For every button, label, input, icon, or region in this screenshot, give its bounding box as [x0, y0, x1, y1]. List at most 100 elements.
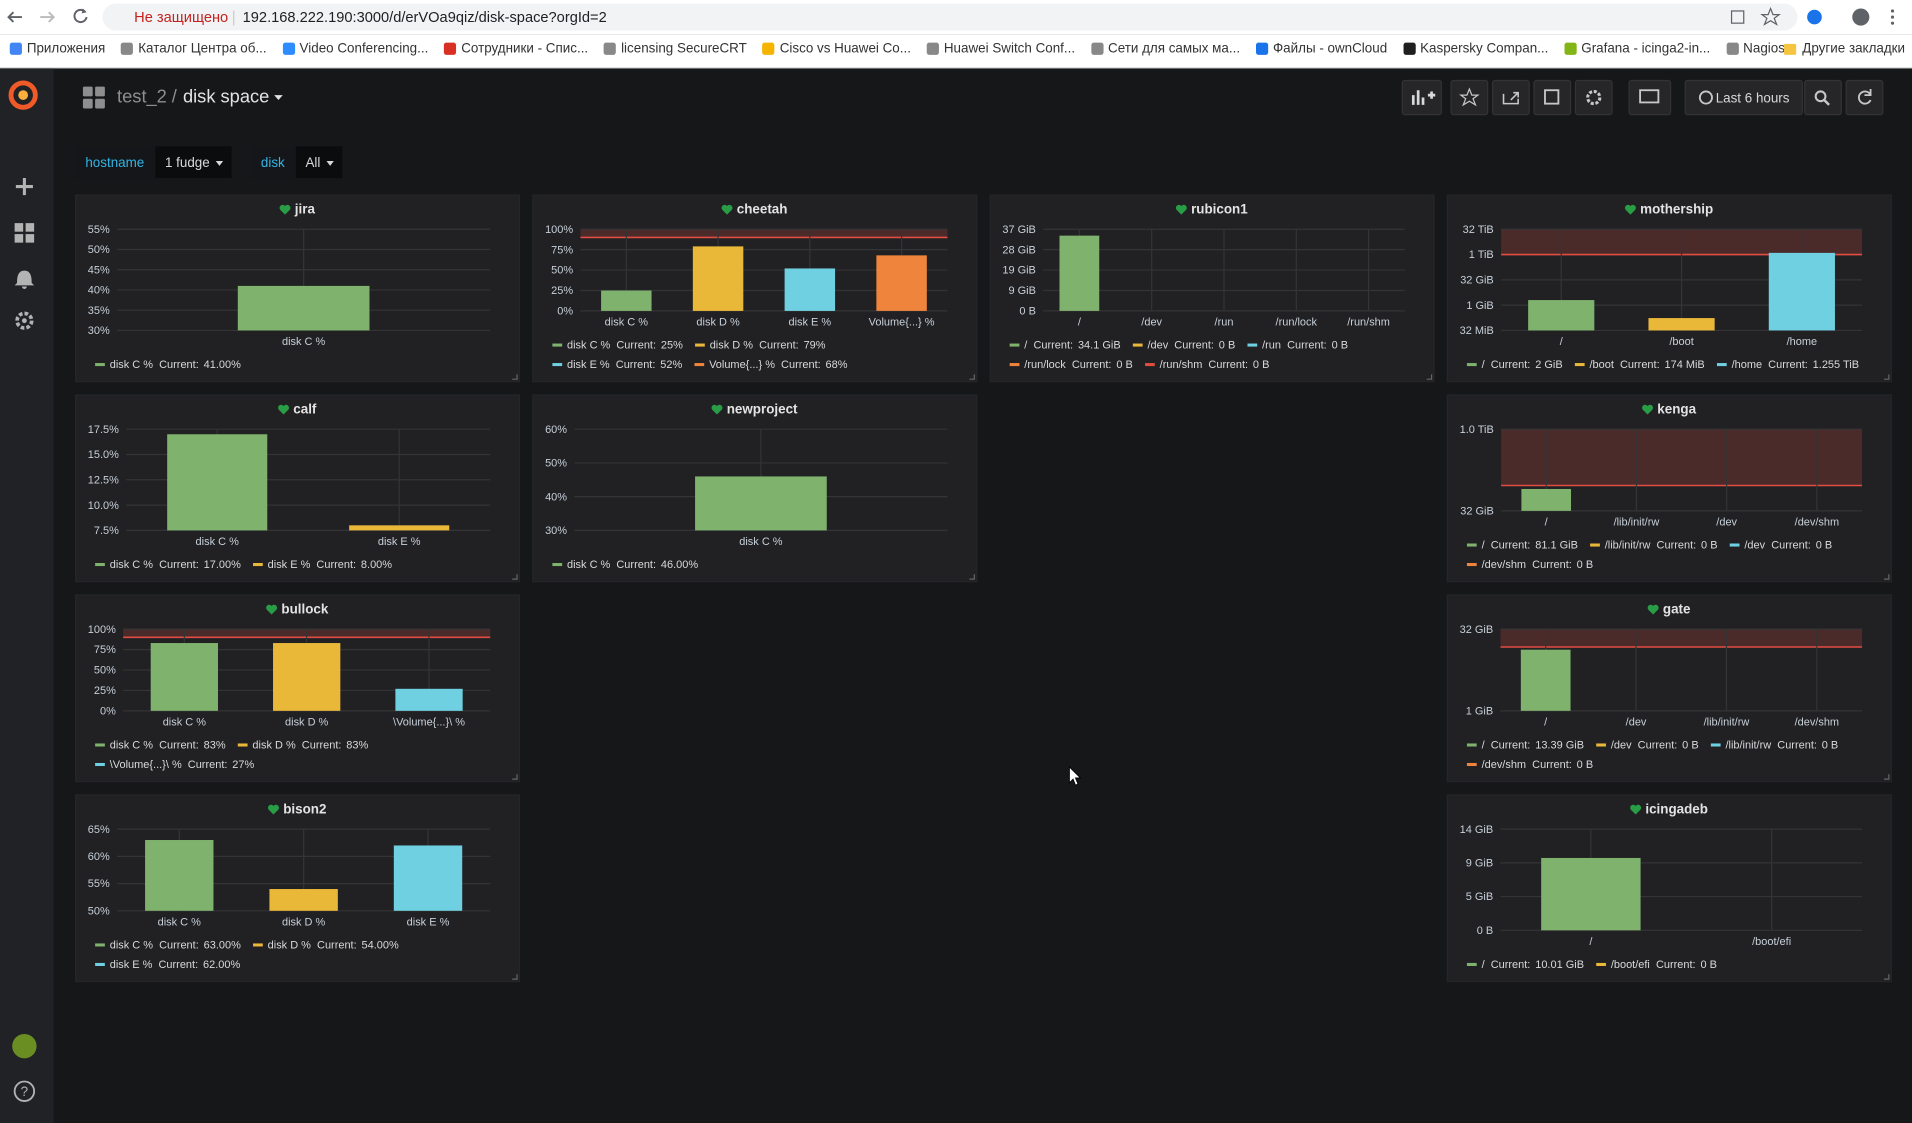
save-icon[interactable]	[1544, 89, 1560, 105]
legend-item[interactable]: /run/shm Current: 0 B	[1145, 359, 1269, 371]
y-tick-label: 19 GiB	[1002, 265, 1036, 277]
help-label[interactable]: ?	[21, 1084, 28, 1099]
share-icon[interactable]	[1502, 91, 1519, 105]
legend-item[interactable]: disk C % Current: 41.00%	[95, 359, 241, 371]
legend-item[interactable]: / Current: 10.01 GiB	[1466, 959, 1584, 971]
toolbar-button[interactable]	[1574, 79, 1613, 116]
dashboards-icon[interactable]	[14, 234, 24, 243]
tv-icon[interactable]	[1639, 89, 1660, 104]
legend-item[interactable]: disk D % Current: 54.00%	[253, 940, 399, 952]
avatar[interactable]	[12, 1033, 37, 1059]
panel-title[interactable]: mothership	[1640, 201, 1713, 216]
add-icon[interactable]	[15, 178, 33, 196]
toolbar-button[interactable]	[1628, 79, 1672, 116]
alert-icon[interactable]	[14, 270, 35, 289]
time-range[interactable]: Last 6 hours	[1716, 90, 1790, 105]
toolbar-button[interactable]	[1845, 79, 1884, 116]
bookmark-label: Каталог Центра об...	[138, 41, 267, 57]
browser-icons[interactable]	[1727, 0, 1898, 34]
panel-title[interactable]: gate	[1663, 601, 1691, 616]
legend-item[interactable]: disk D % Current: 83%	[237, 740, 369, 752]
legend-value: 68%	[826, 359, 848, 371]
panel-title[interactable]: jira	[294, 201, 316, 216]
legend-item[interactable]: disk E % Current: 8.00%	[253, 559, 392, 571]
panel-title[interactable]: kenga	[1657, 401, 1696, 416]
legend-item[interactable]: /dev Current: 0 B	[1729, 540, 1832, 552]
config-icon-hub[interactable]	[21, 318, 27, 324]
dashboards-icon[interactable]	[14, 223, 24, 232]
bookmark[interactable]: Cisco vs Huawei Co...	[762, 41, 911, 56]
toolbar-button[interactable]	[1684, 79, 1803, 116]
bookmark[interactable]: Grafana - icinga2-in...	[1564, 41, 1710, 56]
legend-item[interactable]: /boot/efi Current: 0 B	[1596, 959, 1717, 971]
other-bookmarks[interactable]: Другие закладки	[1783, 41, 1905, 56]
legend-item[interactable]: / Current: 2 GiB	[1466, 359, 1563, 371]
legend-item[interactable]: /dev Current: 0 B	[1596, 740, 1699, 752]
legend-item[interactable]: disk C % Current: 83%	[95, 740, 226, 752]
legend-name: /	[1482, 959, 1486, 971]
bookmark[interactable]: Файлы - ownCloud	[1255, 41, 1387, 56]
star-icon[interactable]	[1459, 87, 1480, 107]
legend-item[interactable]: Volume{...} % Current: 68%	[694, 359, 848, 371]
bookmark[interactable]: Сети для самых ма...	[1090, 41, 1240, 56]
panel-title[interactable]: bison2	[283, 801, 326, 816]
dashboard-title[interactable]: disk space	[183, 85, 269, 106]
panel-title[interactable]: rubicon1	[1191, 201, 1248, 216]
toolbar-button[interactable]	[1804, 79, 1842, 116]
toolbar-button[interactable]	[1450, 79, 1489, 116]
bookmark[interactable]: Nagios	[1726, 41, 1785, 56]
variable-value-box[interactable]	[295, 146, 343, 179]
legend-item[interactable]: / Current: 34.1 GiB	[1009, 340, 1121, 352]
bookmark[interactable]: Kaspersky Compan...	[1403, 41, 1548, 56]
legend-item[interactable]: /dev/shm Current: 0 B	[1466, 559, 1593, 571]
y-tick-label: 0 B	[1477, 925, 1493, 937]
legend-name: /dev/shm	[1482, 759, 1527, 771]
legend-item[interactable]: / Current: 81.1 GiB	[1466, 540, 1578, 552]
legend-value: 174 MiB	[1665, 359, 1705, 371]
legend-item[interactable]: /run/lock Current: 0 B	[1009, 359, 1133, 371]
bookmark[interactable]: Huawei Switch Conf...	[926, 41, 1075, 56]
legend-item[interactable]: /lib/init/rw Current: 0 B	[1710, 740, 1838, 752]
legend-item[interactable]: disk C % Current: 17.00%	[95, 559, 241, 571]
legend-value: 0 B	[1577, 559, 1593, 571]
dashboards-icon[interactable]	[25, 223, 35, 232]
legend-item[interactable]: disk C % Current: 46.00%	[552, 559, 698, 571]
toolbar-button[interactable]	[1533, 79, 1572, 116]
zoom-icon[interactable]	[1814, 90, 1827, 103]
panel-title[interactable]: newproject	[727, 401, 798, 416]
legend-item[interactable]: disk D % Current: 79%	[695, 340, 826, 352]
config-icon[interactable]	[15, 311, 34, 330]
bookmark[interactable]: Video Conferencing...	[282, 41, 428, 56]
bookmark[interactable]: Каталог Центра об...	[121, 41, 267, 57]
legend-item[interactable]: /run Current: 0 B	[1247, 340, 1348, 352]
panel-title[interactable]: icingadeb	[1645, 801, 1708, 816]
dashboards-icon[interactable]	[25, 234, 35, 243]
help-icon[interactable]	[13, 1080, 36, 1102]
legend-name: disk E %	[268, 559, 311, 571]
legend-item[interactable]: / Current: 13.39 GiB	[1466, 740, 1584, 752]
panel-title[interactable]: cheetah	[737, 201, 788, 216]
folder-name[interactable]: test_2	[117, 85, 167, 107]
legend-item[interactable]: /dev/shm Current: 0 B	[1466, 759, 1593, 771]
legend-item[interactable]: /lib/init/rw Current: 0 B	[1590, 540, 1718, 552]
add-panel-icon[interactable]	[1411, 90, 1436, 105]
legend-item[interactable]: disk C % Current: 63.00%	[95, 940, 241, 952]
legend-item[interactable]: /boot Current: 174 MiB	[1574, 359, 1705, 371]
refresh-icon[interactable]	[1858, 89, 1872, 105]
panel-title[interactable]: bullock	[281, 601, 328, 616]
url[interactable]: 192.168.222.190:3000/d/erVOa9qiz/disk-sp…	[242, 8, 607, 26]
legend-item[interactable]: disk C % Current: 25%	[552, 340, 683, 352]
bookmark[interactable]: Сотрудники - Спис...	[444, 41, 588, 56]
toolbar-button[interactable]	[1491, 79, 1530, 116]
omnibox[interactable]	[102, 3, 1798, 31]
legend-item[interactable]: disk E % Current: 52%	[552, 359, 682, 371]
legend-item[interactable]: /home Current: 1.255 TiB	[1716, 359, 1859, 371]
legend-item[interactable]: disk E % Current: 62.00%	[95, 959, 240, 971]
legend-item[interactable]: \Volume{...}\ % Current: 27%	[95, 759, 255, 771]
settings-icon[interactable]	[1586, 89, 1602, 106]
panel-title[interactable]: calf	[293, 401, 317, 416]
bookmark[interactable]: licensing SecureCRT	[604, 41, 747, 56]
legend-value: 17.00%	[204, 559, 241, 571]
bookmark[interactable]: Приложения	[9, 41, 105, 56]
legend-item[interactable]: /dev Current: 0 B	[1132, 340, 1235, 352]
